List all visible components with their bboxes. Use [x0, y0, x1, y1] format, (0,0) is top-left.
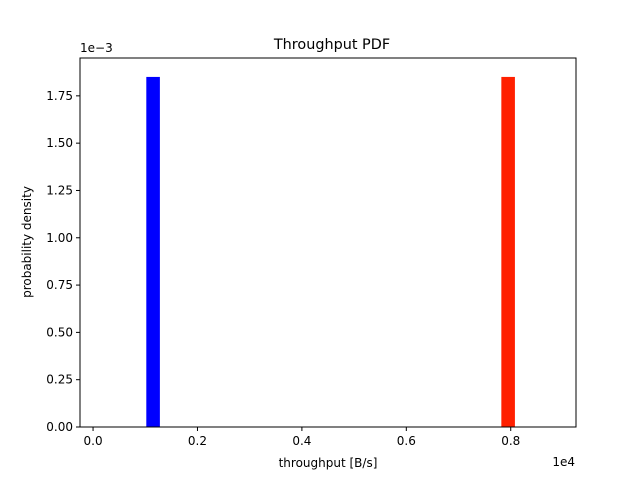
y-tick-label: 0.25	[46, 373, 73, 387]
y-axis-ticks: 0.00 0.25 0.50 0.75 1.00 1.25 1.50 1.75	[46, 89, 80, 434]
y-tick-label: 0.75	[46, 278, 73, 292]
y-tick-label: 0.00	[46, 420, 73, 434]
y-tick-label: 1.75	[46, 89, 73, 103]
bars-layer	[146, 76, 515, 427]
x-axis-offset-label: 1e4	[552, 455, 575, 469]
x-tick-label: 0.2	[188, 434, 207, 448]
x-tick-label: 0.4	[292, 434, 311, 448]
chart-title: Throughput PDF	[273, 37, 390, 53]
x-axis-label: throughput [B/s]	[279, 456, 378, 470]
histogram-bar-1-0	[501, 76, 515, 427]
x-tick-label: 0.6	[397, 434, 416, 448]
y-tick-label: 1.25	[46, 183, 73, 197]
y-tick-label: 1.00	[46, 231, 73, 245]
x-tick-label: 0.8	[501, 434, 520, 448]
x-tick-label: 0.0	[84, 434, 103, 448]
y-tick-label: 1.50	[46, 136, 73, 150]
x-axis-ticks: 0.0 0.2 0.4 0.6 0.8	[84, 427, 520, 448]
y-tick-label: 0.50	[46, 325, 73, 339]
y-axis-offset-label: 1e−3	[80, 41, 113, 55]
y-axis-label: probability density	[20, 186, 34, 298]
histogram-bar-0-0	[146, 76, 160, 427]
plot-frame	[79, 57, 577, 428]
